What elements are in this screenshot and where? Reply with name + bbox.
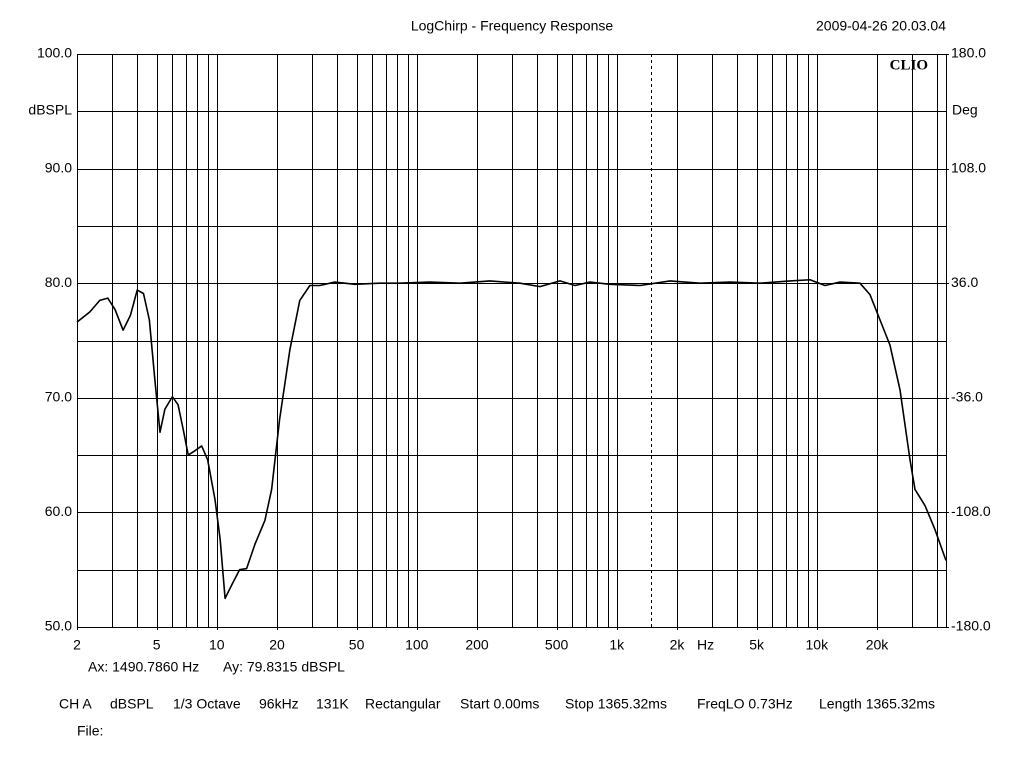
cursor-readout: Ay: 79.8315 dBSPL [223,659,345,675]
footer-item: 1/3 Octave [173,696,241,712]
footer-item: Start 0.00ms [460,696,539,712]
x-axis-label: Hz [697,637,714,653]
x-tick-label: 10 [209,637,225,653]
logo: CLIO [890,57,928,73]
x-tick-label: 20 [269,637,285,653]
x-tick-label: 5k [749,637,765,653]
plot-frame [77,54,947,628]
x-tick-label: 5 [153,637,161,653]
x-tick-label: 50 [349,637,365,653]
footer-item: Stop 1365.32ms [565,696,667,712]
y2-tick-label: -108.0 [951,503,991,519]
y2-tick-label: -36.0 [951,389,983,405]
y2-tick-label: 108.0 [951,159,986,175]
cursor-readout: Ax: 1490.7860 Hz [88,659,199,675]
footer-item: 131K [316,696,349,712]
footer-item: Rectangular [365,696,441,712]
response-curve [76,278,947,600]
y2-axis-label: Deg [952,102,978,118]
x-tick-label: 500 [545,637,569,653]
timestamp: 2009-04-26 20.03.04 [816,18,946,34]
x-tick-label: 100 [405,637,429,653]
y2-tick-label: 180.0 [951,45,986,61]
footer-item: dBSPL [110,696,154,712]
x-tick-label: 200 [465,637,489,653]
y-tick-label: 80.0 [45,274,72,290]
y-tick-label: 100.0 [37,45,72,61]
footer-item: 96kHz [259,696,299,712]
x-tick-label: 1k [609,637,625,653]
footer-item: Length 1365.32ms [819,696,935,712]
x-tick-label: 20k [866,637,890,653]
y-axis-label: dBSPL [28,102,72,118]
file-label: File: [77,723,103,739]
x-tick-label: 2k [670,637,686,653]
footer-item: FreqLO 0.73Hz [697,696,793,712]
y-tick-label: 90.0 [45,159,72,175]
y2-tick-label: -180.0 [951,618,991,634]
x-tick-label: 10k [806,637,830,653]
y-tick-label: 50.0 [45,618,72,634]
x-tick-label: 2 [73,637,81,653]
footer-item: CH A [59,696,92,712]
y2-tick-label: 36.0 [951,274,978,290]
y-tick-label: 60.0 [45,503,72,519]
chart-title: LogChirp - Frequency Response [411,18,614,34]
y-tick-label: 70.0 [45,389,72,405]
